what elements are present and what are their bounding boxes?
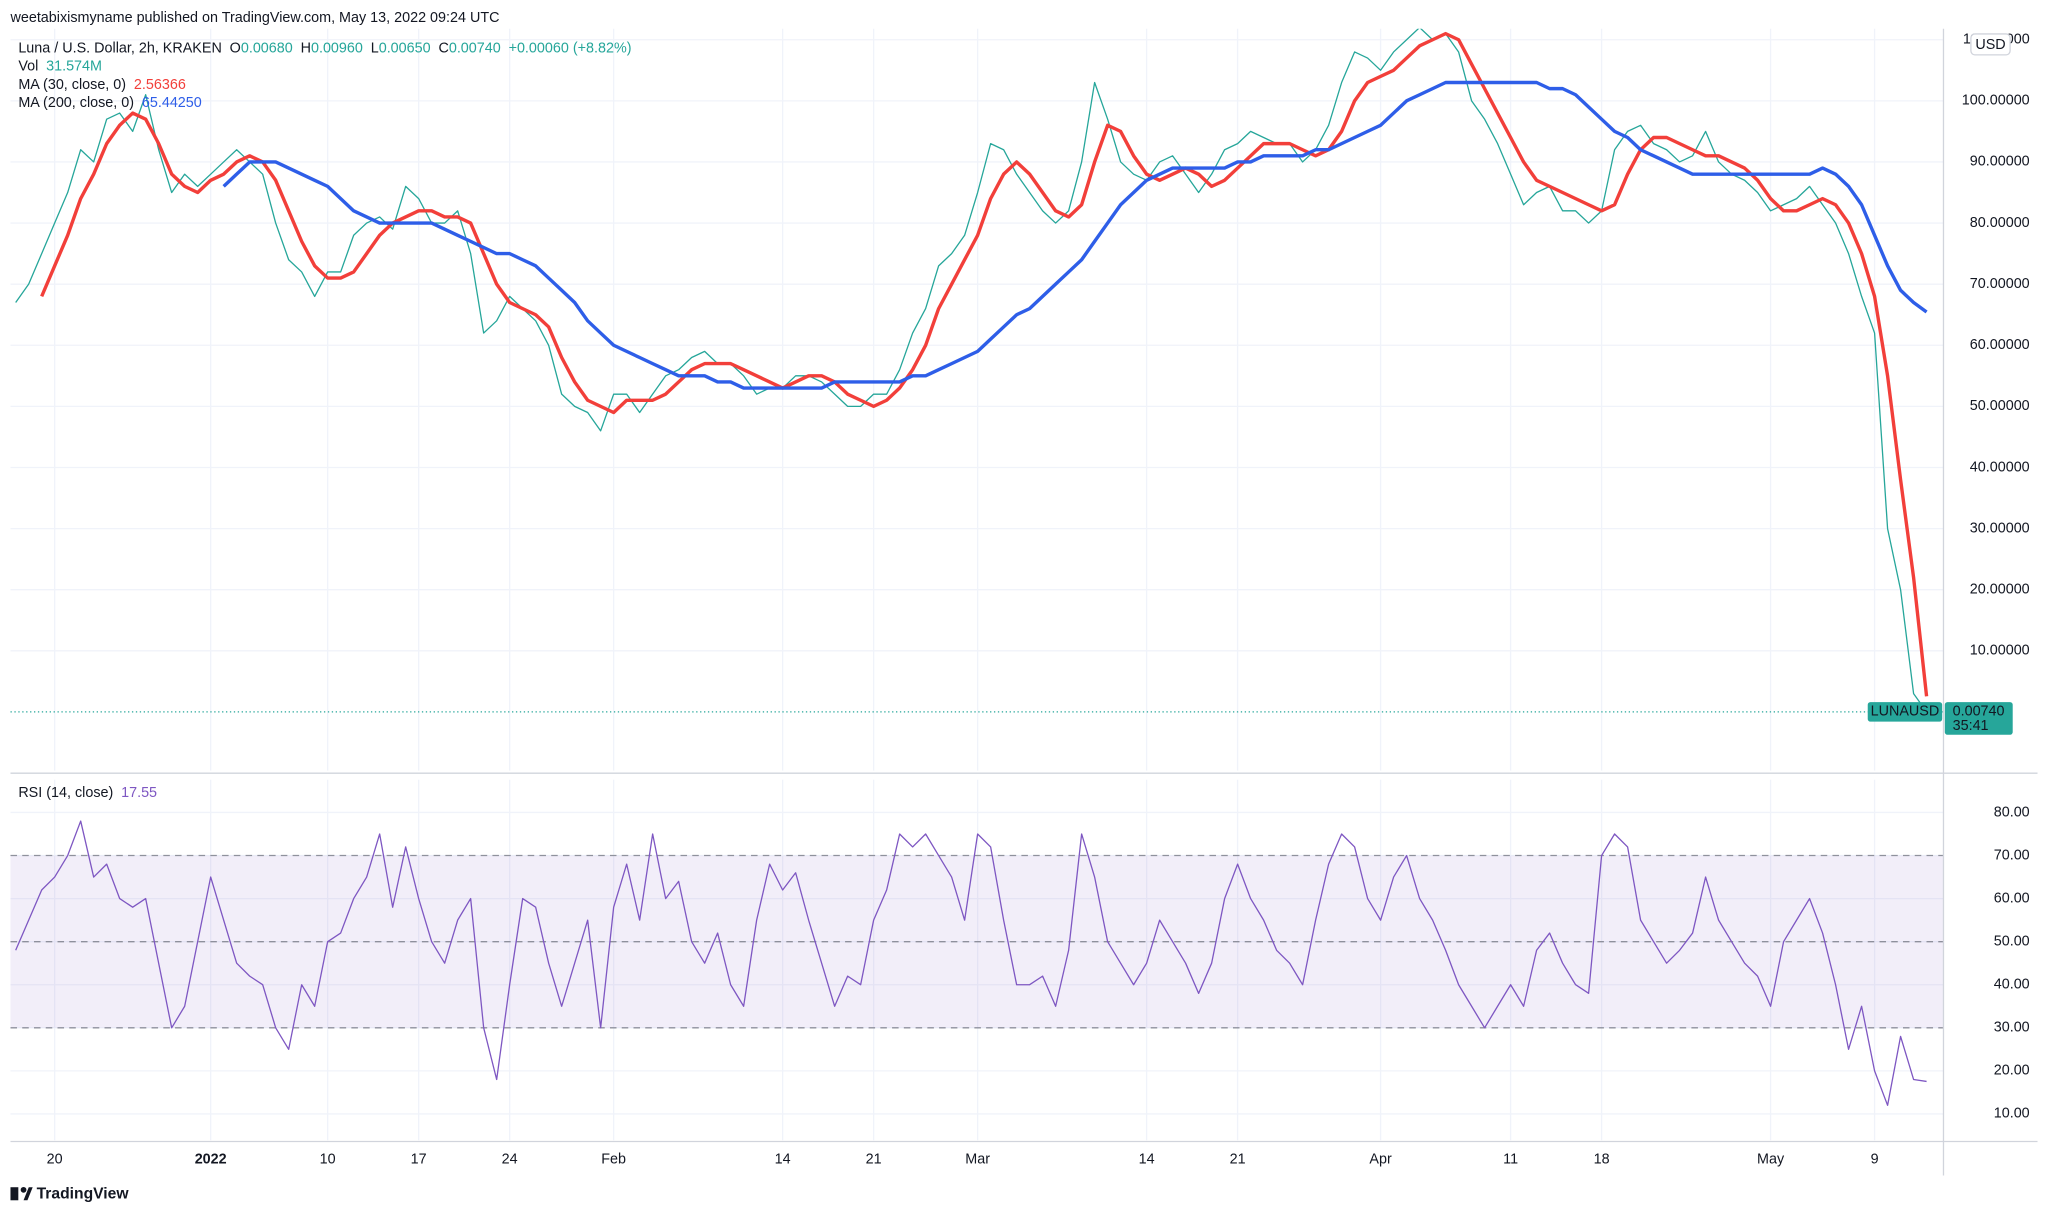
price-tag xyxy=(1944,702,2013,735)
brand: TradingView xyxy=(37,1186,130,1203)
ohlc-key: L xyxy=(371,40,379,56)
legend-rsi: RSI (14, close) 17.55 xyxy=(18,785,157,801)
brand-logo xyxy=(10,1186,33,1201)
change: +0.00060 (+8.82%) xyxy=(509,40,632,56)
ticker-tag xyxy=(1867,702,1943,722)
ticker-label: LUNAUSD xyxy=(1871,704,1940,720)
x-tick-label: 11 xyxy=(1503,1152,1518,1168)
x-tick-label: 20 xyxy=(47,1152,63,1168)
legend-value: 17.55 xyxy=(121,785,157,801)
legend-name: MA (200, close, 0) xyxy=(18,95,134,111)
x-tick-label: 14 xyxy=(1139,1152,1155,1168)
ohlc-value: 0.00960 xyxy=(311,40,363,56)
y-tick-label: 70.00000 xyxy=(1970,276,2030,292)
legend-value: 65.44250 xyxy=(142,95,202,111)
y-tick-label: 20.00000 xyxy=(1970,582,2030,598)
x-tick-label: May xyxy=(1757,1152,1785,1168)
labels: 20 2022 10 17 24 Feb 14 21 Mar 14 21 Apr 11 18 May 9 10.… xyxy=(18,32,2029,1168)
x-tick-label: 21 xyxy=(1230,1152,1246,1168)
volume-value: 31.574M xyxy=(46,58,102,74)
x-tick-label: 9 xyxy=(1871,1152,1879,1168)
legend-name: RSI (14, close) xyxy=(18,785,113,801)
y-tick-label: 80.00 xyxy=(1994,804,2030,820)
x-tick-label: 21 xyxy=(866,1152,882,1168)
ohlc-key: H xyxy=(301,40,311,56)
series-line xyxy=(40,31,1929,697)
y-tick-label: 80.00000 xyxy=(1970,215,2030,231)
series-line xyxy=(15,820,1927,1106)
x-tick-label: 17 xyxy=(411,1152,427,1168)
x-tick-label: Apr xyxy=(1369,1152,1392,1168)
y-tick-label: 30.00000 xyxy=(1970,520,2030,536)
x-tick-label: 2022 xyxy=(195,1152,227,1168)
x-tick-label: 14 xyxy=(775,1152,791,1168)
legend-value: 2.56366 xyxy=(134,77,186,93)
legend-entry: MA (30, close, 0) 2.56366 xyxy=(18,77,186,93)
price-label: 0.00740 xyxy=(1953,704,2005,720)
y-tick-label: 10.00 xyxy=(1994,1106,2030,1122)
series-line xyxy=(15,28,1928,713)
ohlc-key: O xyxy=(230,40,241,56)
y-tick-label: 100.00000 xyxy=(1962,93,2030,109)
legend-volume: Vol 31.574M xyxy=(18,58,102,74)
y-tick-label: 90.00000 xyxy=(1970,154,2030,170)
countdown: 35:41 xyxy=(1953,718,1989,734)
y-tick-label: 50.00 xyxy=(1994,933,2030,949)
x-tick-label: Mar xyxy=(965,1152,990,1168)
currency-badge xyxy=(1970,33,2011,56)
grid xyxy=(10,28,1944,1141)
series-line xyxy=(222,80,1928,390)
y-tick-label: 60.00000 xyxy=(1970,337,2030,353)
currency: USD xyxy=(1975,37,2005,53)
ohlc-value: 0.00740 xyxy=(449,40,501,56)
x-tick-label: 18 xyxy=(1594,1152,1610,1168)
symbol-name: Luna / U.S. Dollar, 2h, KRAKEN xyxy=(18,40,222,56)
ohlc-value: 0.00680 xyxy=(241,40,293,56)
y-tick-label: 50.00000 xyxy=(1970,398,2030,414)
ohlc-key: C xyxy=(438,40,448,56)
plot xyxy=(10,28,1944,1106)
y-tick-label: 20.00 xyxy=(1994,1063,2030,1079)
y-tick-label: 70.00 xyxy=(1994,847,2030,863)
legend-name: MA (30, close, 0) xyxy=(18,77,126,93)
x-tick-label: 10 xyxy=(320,1152,336,1168)
y-tick-label: 40.00000 xyxy=(1970,459,2030,475)
x-tick-label: Feb xyxy=(601,1152,626,1168)
ohlc-value: 0.00650 xyxy=(379,40,431,56)
volume-name: Vol xyxy=(18,58,38,74)
y-tick-label: 60.00 xyxy=(1994,890,2030,906)
legend-entry: MA (200, close, 0) 65.44250 xyxy=(18,95,201,111)
x-tick-label: 24 xyxy=(502,1152,518,1168)
y-tick-label: 10.00000 xyxy=(1970,643,2030,659)
header: weetabixismyname published on TradingVie… xyxy=(9,10,499,26)
y-tick-label: 40.00 xyxy=(1994,977,2030,993)
y-tick-label: 30.00 xyxy=(1994,1020,2030,1036)
legend-symbol: Luna / U.S. Dollar, 2h, KRAKEN O0.00680 H0… xyxy=(18,40,631,56)
